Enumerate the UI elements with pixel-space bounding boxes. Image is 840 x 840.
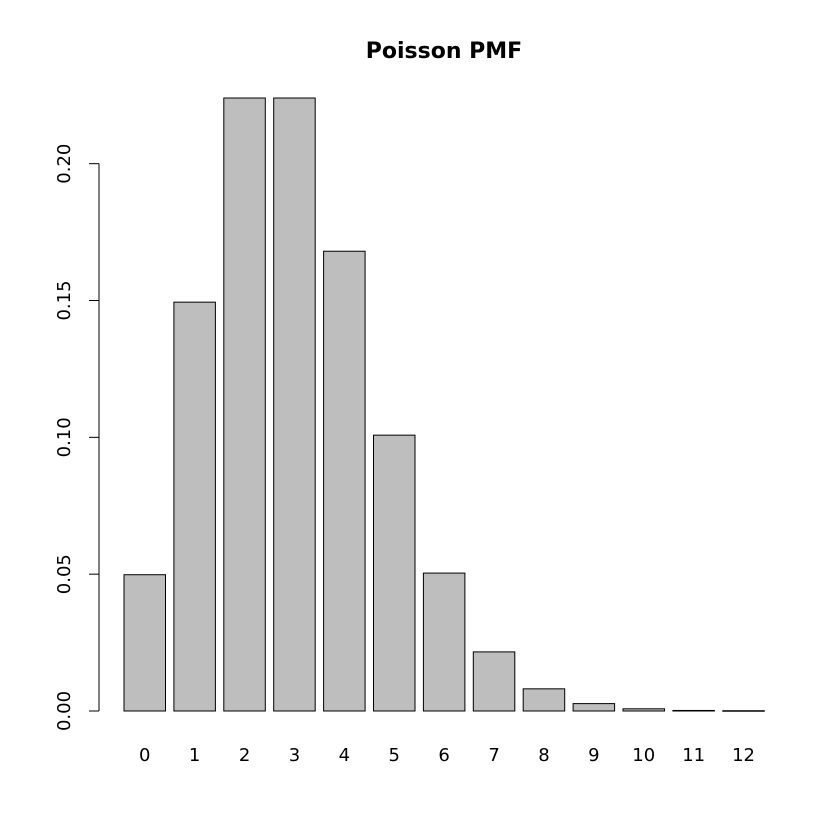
- bar-9: [572, 703, 616, 712]
- bar-6: [422, 572, 466, 712]
- bar-12: [722, 710, 765, 712]
- bar-5: [373, 434, 416, 712]
- bar-3: [273, 97, 316, 712]
- bar-1: [173, 301, 216, 712]
- x-tick-label: 5: [389, 745, 400, 766]
- y-tick-label: 0.20: [54, 144, 75, 184]
- bar-2: [223, 97, 266, 712]
- x-tick-labels: 0 1 2 3 4 5 6 7 8 9 10 11 12: [139, 745, 755, 766]
- x-tick-label: 10: [632, 745, 655, 766]
- x-tick-label: 2: [239, 745, 250, 766]
- chart-title: Poisson PMF: [366, 39, 522, 64]
- bar-7: [472, 651, 516, 712]
- x-tick-label: 0: [139, 745, 150, 766]
- x-tick-label: 11: [682, 745, 705, 766]
- y-tick-label: 0.00: [54, 691, 75, 731]
- x-tick-label: 12: [732, 745, 755, 766]
- x-tick-label: 8: [538, 745, 549, 766]
- y-tick-label: 0.05: [54, 554, 75, 594]
- bar-4: [323, 250, 366, 712]
- bar-10: [622, 708, 665, 712]
- x-tick-label: 7: [488, 745, 499, 766]
- x-tick-label: 3: [289, 745, 300, 766]
- x-tick-label: 1: [189, 745, 200, 766]
- y-axis: 0.00 0.05 0.10 0.15 0.20: [54, 144, 100, 731]
- y-tick-label: 0.15: [54, 280, 75, 320]
- bar-11: [672, 709, 715, 712]
- x-tick-label: 4: [339, 745, 350, 766]
- bars-group: [123, 97, 765, 712]
- bar-8: [522, 688, 566, 712]
- bar-0: [123, 574, 166, 712]
- x-tick-label: 9: [588, 745, 599, 766]
- x-tick-label: 6: [438, 745, 449, 766]
- y-tick-label: 0.10: [54, 417, 75, 457]
